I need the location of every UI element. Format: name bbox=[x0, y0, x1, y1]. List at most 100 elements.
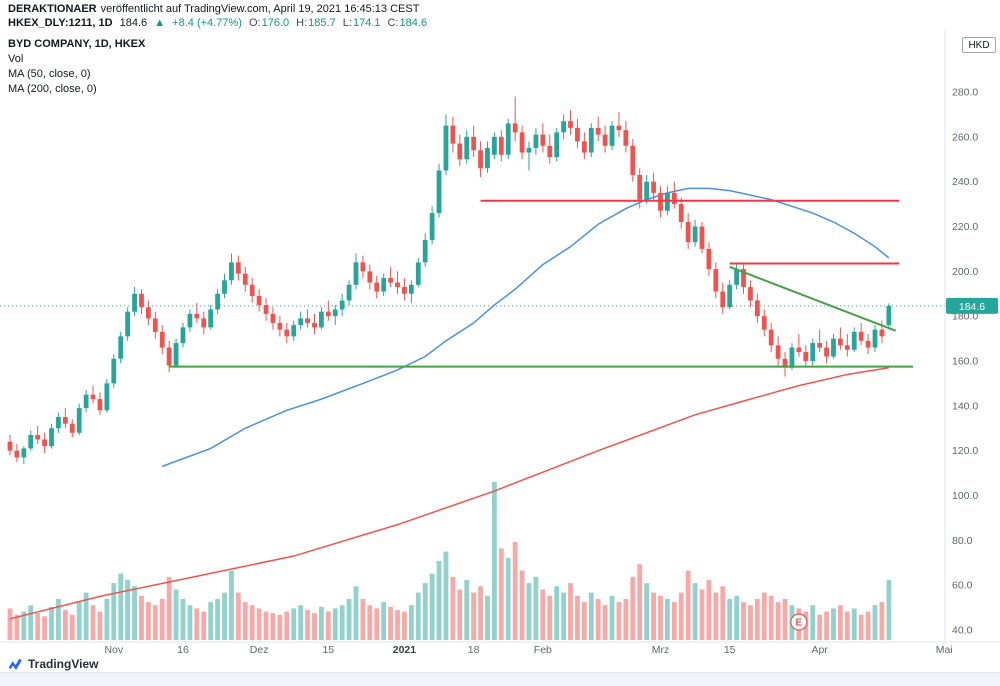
volume-bar bbox=[761, 592, 767, 640]
volume-bar bbox=[443, 551, 449, 640]
candle-body bbox=[312, 322, 317, 328]
volume-bar bbox=[319, 606, 324, 640]
volume-bar bbox=[464, 579, 470, 640]
volume-bar bbox=[768, 595, 774, 640]
candle-body bbox=[533, 134, 539, 149]
volume-bar bbox=[533, 576, 539, 640]
candle-body bbox=[180, 327, 186, 344]
legend-volume: Vol bbox=[8, 53, 24, 65]
candle-body bbox=[229, 262, 234, 281]
price-chart[interactable]: E280.0260.0240.0220.0200.0180.0160.0140.… bbox=[0, 30, 1000, 655]
volume-bar bbox=[831, 608, 836, 640]
ma200-line bbox=[9, 366, 889, 620]
price-tick-label: 60.0 bbox=[952, 580, 973, 592]
candle-body bbox=[402, 287, 407, 294]
candle-body bbox=[810, 343, 816, 362]
candle-body bbox=[588, 127, 594, 153]
volume-bar bbox=[720, 586, 726, 640]
legend-symbol-title: BYD COMPANY, 1D, HKEX bbox=[8, 38, 146, 50]
candle-body bbox=[332, 309, 338, 317]
candle-body bbox=[28, 434, 34, 449]
time-tick-label: Apr bbox=[811, 644, 828, 655]
volume-bar bbox=[436, 561, 442, 640]
volume-bar bbox=[374, 608, 380, 640]
volume-bar bbox=[609, 595, 615, 640]
price-tick-label: 80.0 bbox=[952, 535, 973, 547]
volume-bar bbox=[242, 602, 248, 640]
volume-bar bbox=[692, 583, 698, 640]
candle-body bbox=[408, 284, 414, 294]
candle-body bbox=[761, 316, 767, 330]
candle-body bbox=[90, 394, 96, 400]
candle-body bbox=[69, 423, 75, 433]
candle-body bbox=[83, 394, 89, 409]
publish-note: veröffentlicht auf TradingView.com, Apri… bbox=[100, 3, 420, 15]
volume-bar bbox=[159, 598, 165, 640]
candle-body bbox=[485, 148, 490, 169]
volume-bar bbox=[215, 598, 220, 640]
tradingview-logo-icon[interactable] bbox=[8, 658, 23, 671]
volume-bar bbox=[713, 592, 719, 640]
volume-bar bbox=[457, 589, 463, 640]
volume-bar bbox=[312, 613, 317, 640]
candle-body bbox=[201, 318, 207, 328]
volume-bar bbox=[519, 570, 525, 640]
candle-body bbox=[540, 134, 546, 146]
candle-body bbox=[478, 150, 483, 169]
price-change: +8.4 (+4.77%) bbox=[172, 17, 242, 29]
volume-bar bbox=[450, 576, 456, 640]
tradingview-wordmark[interactable]: TradingView bbox=[28, 657, 99, 671]
candle-body bbox=[374, 282, 380, 292]
candle-body bbox=[838, 338, 843, 346]
candle-body bbox=[457, 143, 463, 160]
volume-bar bbox=[429, 573, 435, 640]
symbol-info-bar: HKEX_DLY:1211, 1D 184.6 ▲ +8.4 (+4.77%) … bbox=[8, 17, 431, 29]
candle-body bbox=[595, 127, 601, 135]
candle-body bbox=[665, 192, 670, 211]
low-value: 174.1 bbox=[352, 17, 381, 29]
volume-bar bbox=[180, 598, 186, 640]
candle-body bbox=[561, 121, 566, 133]
candle-body bbox=[21, 448, 27, 458]
candle-body bbox=[346, 284, 352, 301]
candle-body bbox=[104, 383, 110, 411]
candle-body bbox=[450, 125, 456, 144]
volume-bar bbox=[56, 598, 61, 640]
volume-bar bbox=[256, 608, 262, 640]
drawn-descending-trendline[interactable] bbox=[729, 265, 897, 332]
volume-bar bbox=[194, 608, 200, 640]
candle-body bbox=[152, 318, 158, 332]
price-tick-label: 140.0 bbox=[952, 400, 978, 412]
volume-bar bbox=[263, 611, 269, 640]
candle-body bbox=[789, 347, 795, 368]
bottom-toolbar-strip bbox=[0, 672, 1000, 686]
volume-bar bbox=[588, 592, 594, 640]
candle-body bbox=[298, 318, 304, 326]
volume-bar bbox=[62, 609, 68, 640]
volume-bar bbox=[291, 608, 297, 640]
volume-bar bbox=[561, 592, 566, 640]
candle-body bbox=[305, 318, 310, 323]
candle-body bbox=[796, 347, 802, 353]
earnings-marker[interactable] bbox=[790, 613, 808, 631]
candle-body bbox=[118, 336, 124, 359]
candle-body bbox=[208, 309, 214, 328]
ma50-line bbox=[161, 187, 890, 468]
candle-body bbox=[97, 399, 103, 411]
candle-body bbox=[35, 434, 41, 440]
candle-body bbox=[56, 417, 61, 429]
legend-ma50: MA (50, close, 0) bbox=[8, 68, 91, 80]
volume-bar bbox=[284, 611, 290, 640]
candle-body bbox=[263, 304, 269, 314]
candle-body bbox=[319, 311, 324, 328]
volume-bar bbox=[35, 613, 41, 640]
publish-info: DERAKTIONAER veröffentlicht auf TradingVi… bbox=[8, 3, 419, 15]
candle-body bbox=[512, 123, 518, 133]
candle-body bbox=[692, 226, 698, 243]
candle-body bbox=[360, 262, 366, 272]
time-tick-label: 15 bbox=[724, 644, 736, 655]
volume-bar bbox=[851, 608, 857, 640]
candle-body bbox=[422, 239, 428, 263]
volume-bar bbox=[222, 592, 227, 640]
